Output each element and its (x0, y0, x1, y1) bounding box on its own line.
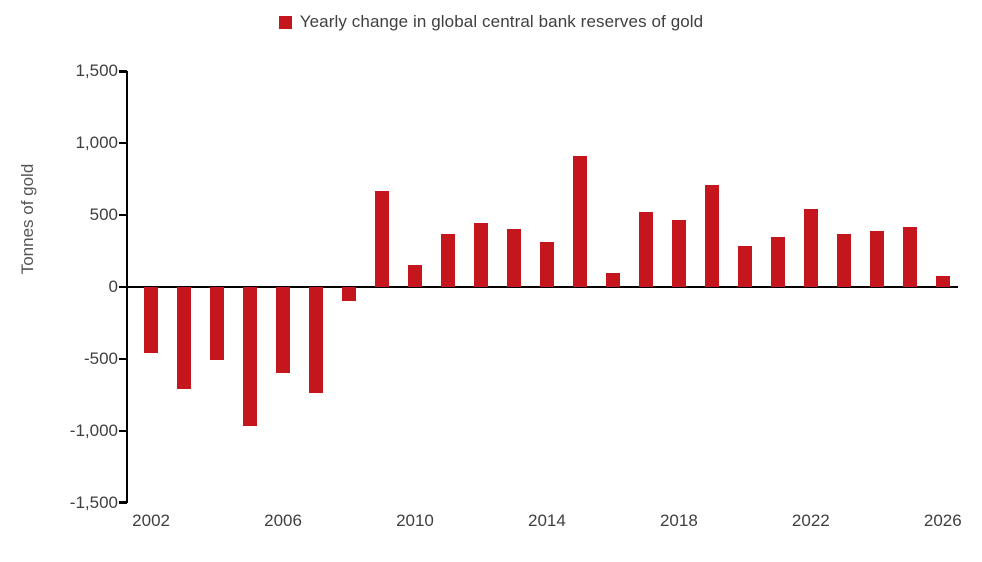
bar (375, 190, 389, 287)
chart-legend: Yearly change in global central bank res… (0, 12, 982, 32)
bar (342, 287, 357, 302)
y-axis-tick (119, 358, 127, 360)
y-axis-tick (119, 142, 127, 144)
bar (869, 230, 884, 287)
y-axis-tick-label: 500 (89, 205, 118, 224)
bar (177, 287, 192, 389)
y-axis-tick (119, 430, 127, 432)
bar (210, 287, 225, 361)
y-axis-tick-label: 0 (108, 277, 118, 296)
bar (572, 155, 587, 287)
y-axis-tick (119, 214, 127, 216)
bar (902, 227, 917, 287)
bar (144, 287, 159, 353)
bar (605, 272, 620, 287)
bar (770, 237, 785, 287)
x-axis-tick-label: 2006 (264, 511, 302, 530)
x-axis-zero-line (128, 286, 958, 288)
bar (506, 229, 521, 287)
bar (704, 185, 719, 287)
bar (836, 233, 851, 287)
y-axis-tick (119, 502, 127, 504)
y-axis-tick (119, 286, 127, 288)
legend-swatch-icon (278, 15, 292, 29)
bar (935, 275, 950, 287)
y-axis-tick-label: 1,000 (75, 133, 118, 152)
legend-label: Yearly change in global central bank res… (299, 12, 704, 31)
y-axis-tick-label: -1,500 (69, 493, 118, 512)
x-axis-tick-label: 2002 (132, 511, 170, 530)
bar (473, 222, 488, 287)
y-axis-tick-label: -1,000 (69, 421, 118, 440)
bar (309, 287, 324, 394)
bar (803, 209, 818, 287)
bar (671, 219, 686, 287)
bar (638, 212, 653, 287)
y-axis-top-cap (119, 71, 127, 73)
bar (737, 245, 752, 287)
bar (539, 241, 554, 287)
y-axis-tick-label: -500 (83, 349, 118, 368)
plot-area: 1,500 1,000 500 0 -500 -1,000 -1,500 2002 2006 2… (70, 61, 962, 530)
x-axis-tick-label: 2018 (659, 511, 698, 530)
legend-item: Yearly change in global central bank res… (278, 12, 704, 32)
bar (243, 287, 258, 426)
x-axis-tick-label: 2026 (923, 511, 962, 530)
y-axis-tick-label: 1,500 (75, 61, 118, 80)
y-axis-spine (126, 71, 128, 503)
x-axis-tick-label: 2010 (396, 511, 434, 530)
y-axis-title: Tonnes of gold (18, 163, 37, 275)
x-axis-tick-label: 2014 (528, 511, 566, 530)
y-axis-tick (119, 70, 127, 72)
bar (440, 233, 455, 287)
bar (276, 287, 291, 374)
bar (407, 264, 422, 287)
x-axis-tick-label: 2022 (791, 511, 830, 530)
